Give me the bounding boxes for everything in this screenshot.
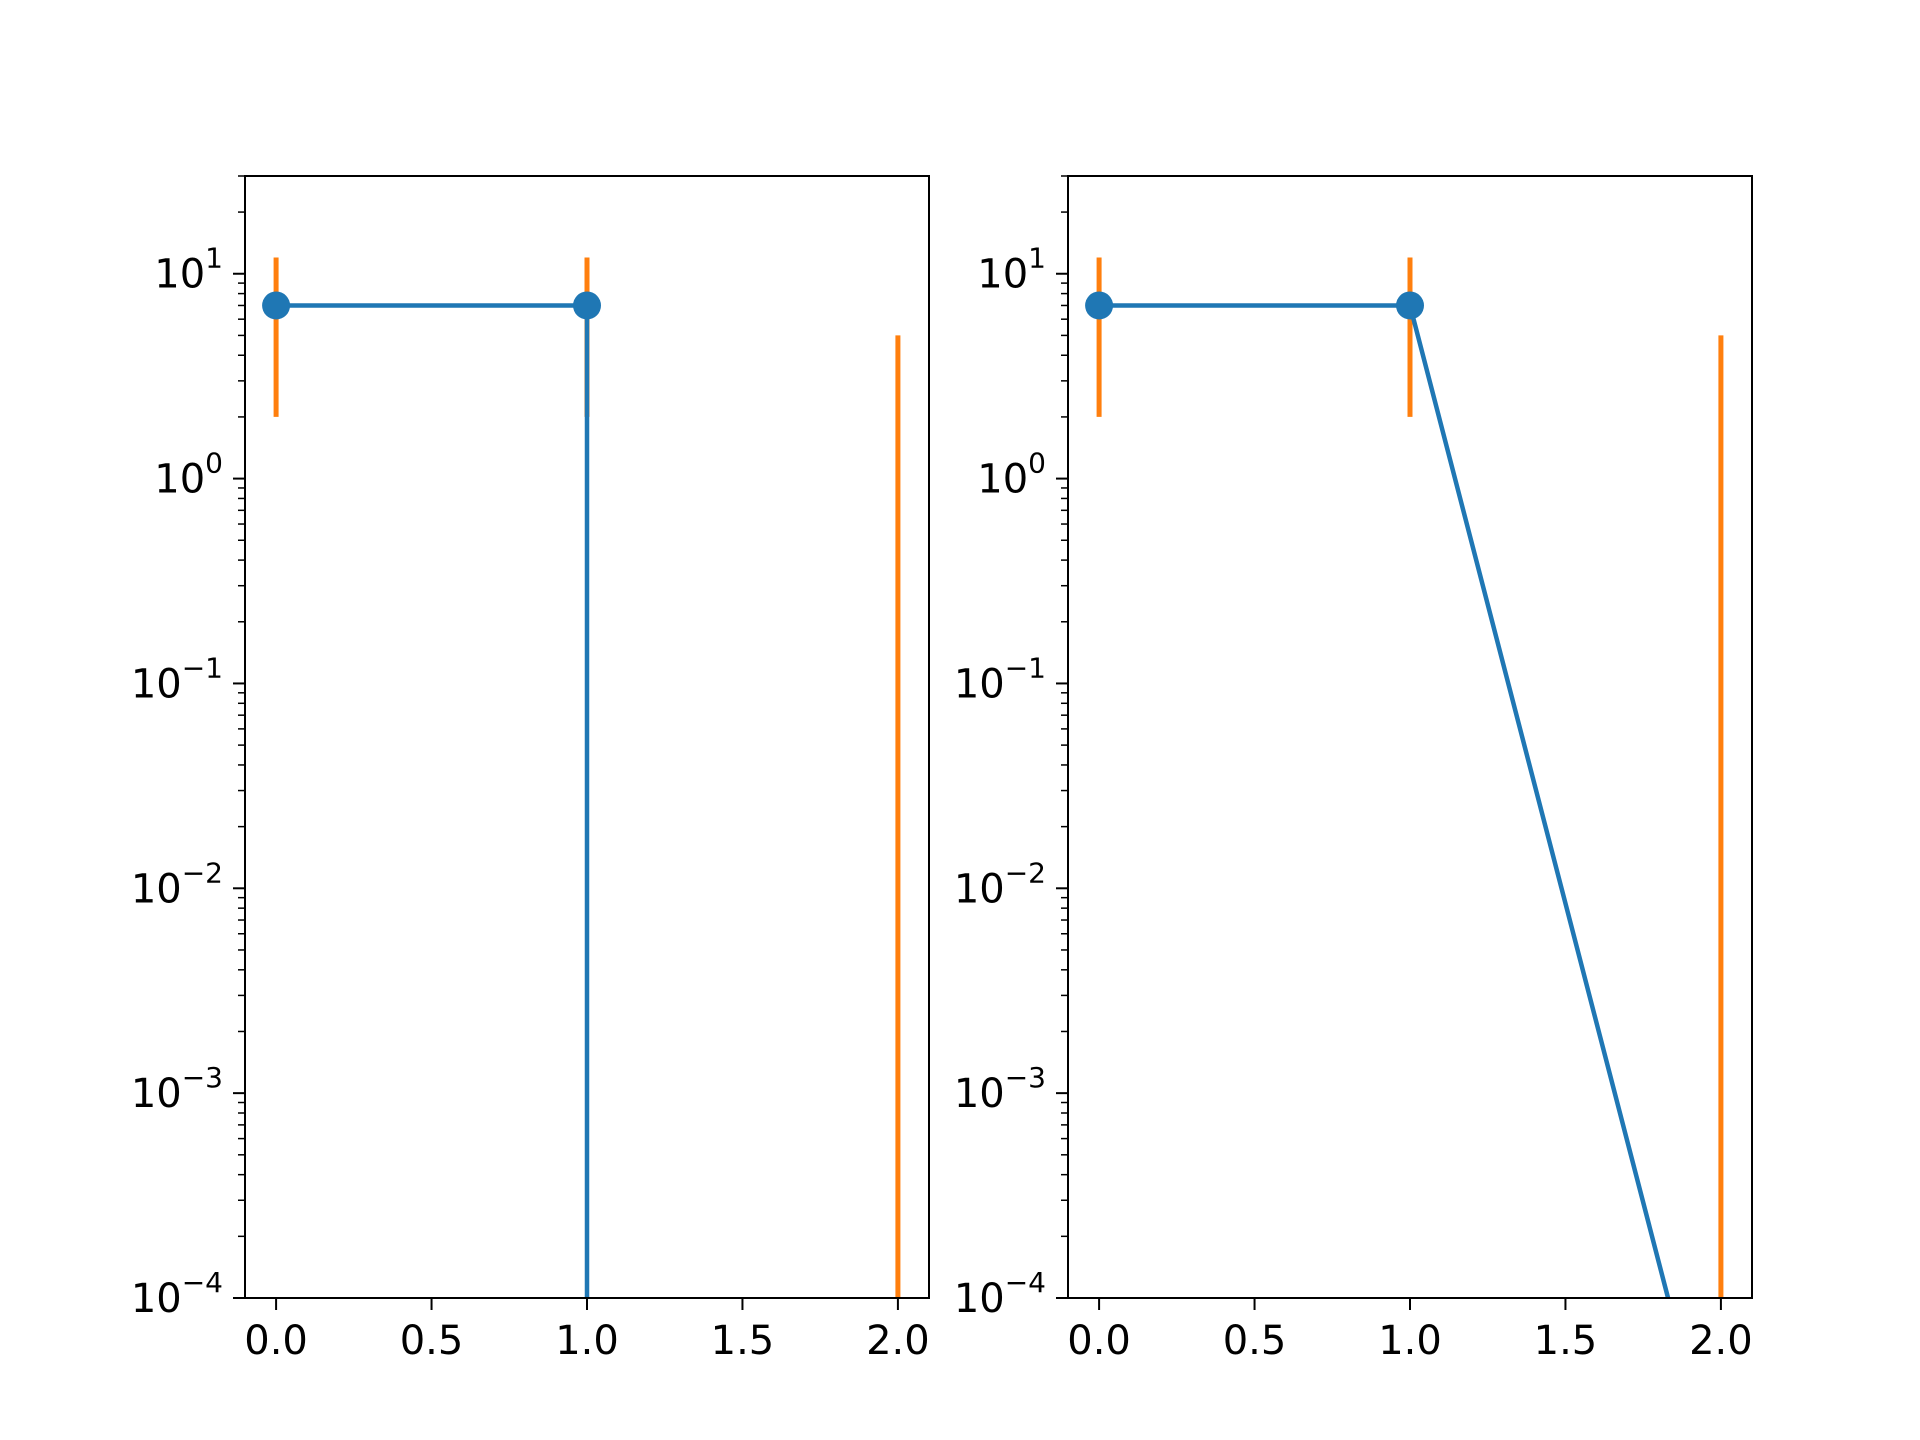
y-tick-label: 100: [977, 447, 1046, 503]
plot-data: [262, 257, 901, 1298]
y-tick-label: 10−3: [131, 1061, 223, 1117]
x-tick-label: 0.0: [244, 1318, 308, 1364]
y-tick-label: 101: [977, 242, 1046, 298]
x-tick-label: 2.0: [1689, 1318, 1753, 1364]
panel-left: 0.0 0.5 1.0 1.5 2.0 10−4 10−3 10−2 10−1 100 101: [131, 175, 930, 1364]
x-tick-label: 1.0: [1378, 1318, 1442, 1364]
x-tick-label: 0.5: [400, 1318, 464, 1364]
y-tick-label: 10−4: [954, 1266, 1046, 1322]
y-tick-label: 10−2: [131, 856, 223, 912]
y-tick-label: 10−2: [954, 856, 1046, 912]
plot-data: [1085, 257, 1724, 1298]
panel-right: 0.0 0.5 1.0 1.5 2.0 10−4 10−3 10−2 10−1 100 101: [954, 175, 1753, 1364]
data-point-0: [262, 291, 291, 320]
y-tick-label: 10−1: [954, 651, 1046, 707]
y-tick-label: 101: [154, 242, 223, 298]
x-tick-label: 0.0: [1067, 1318, 1131, 1364]
y-tick-label: 10−3: [954, 1061, 1046, 1117]
y-tick-label: 10−4: [131, 1266, 223, 1322]
x-tick-label: 1.5: [1534, 1318, 1598, 1364]
x-tick-label: 2.0: [866, 1318, 930, 1364]
y-tick-label: 10−1: [131, 651, 223, 707]
data-point-1: [1396, 291, 1424, 320]
x-tick-label: 0.5: [1223, 1318, 1287, 1364]
x-tick-label: 1.0: [555, 1318, 619, 1364]
data-point-0: [1085, 291, 1114, 320]
data-point-1: [573, 291, 601, 320]
y-tick-label: 100: [154, 447, 223, 503]
series-line: [276, 303, 590, 1298]
series-line: [1099, 303, 1671, 1298]
x-tick-label: 1.5: [711, 1318, 775, 1364]
